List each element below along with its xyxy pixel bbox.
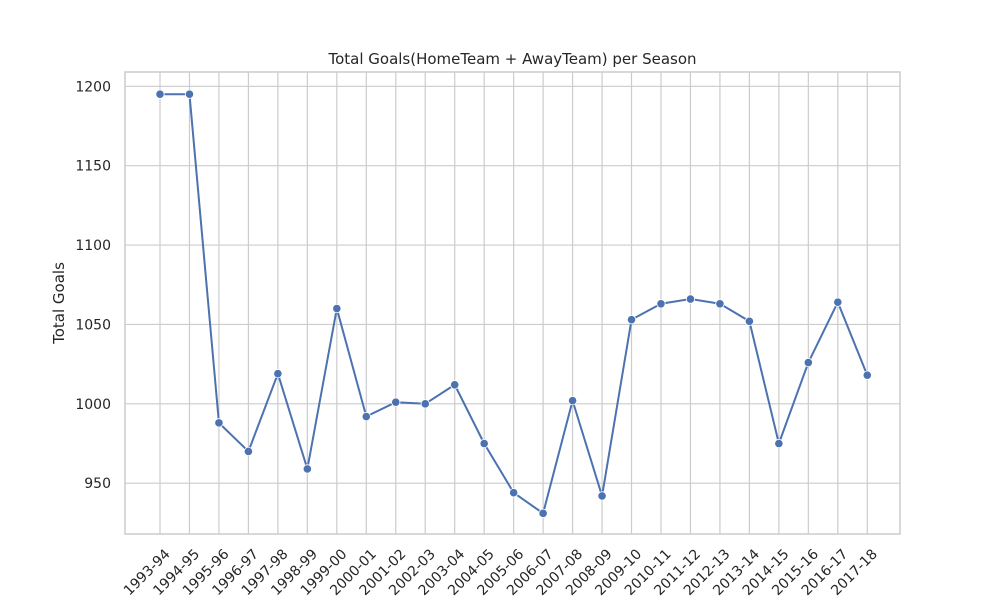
y-tick-label: 1050 xyxy=(75,317,111,333)
data-point xyxy=(214,418,224,428)
data-point xyxy=(803,357,813,368)
data-point xyxy=(155,89,165,99)
data-point xyxy=(509,488,519,498)
y-axis-ticks: 950 1000 1050 1100 1150 1200 xyxy=(75,79,111,492)
data-point xyxy=(862,370,872,380)
data-point xyxy=(685,294,696,304)
y-tick-label: 1200 xyxy=(75,79,111,95)
grid xyxy=(125,72,900,534)
data-point xyxy=(361,411,371,422)
y-tick-label: 1150 xyxy=(75,159,111,175)
x-axis-ticks: 1993-941994-951995-961996-971997-981998-… xyxy=(121,546,881,599)
data-point xyxy=(774,438,784,449)
data-point xyxy=(302,464,312,474)
data-point xyxy=(597,491,607,501)
y-axis-label: Total Goals xyxy=(50,262,68,345)
data-point xyxy=(656,299,666,309)
data-point xyxy=(626,315,637,325)
data-point xyxy=(479,438,489,449)
data-point xyxy=(567,396,578,406)
data-point xyxy=(391,397,401,407)
chart-title: Total Goals(HomeTeam + AwayTeam) per Sea… xyxy=(327,50,696,68)
data-point xyxy=(833,297,843,307)
data-point xyxy=(273,369,283,379)
plot-frame xyxy=(124,71,901,535)
y-tick-label: 1100 xyxy=(75,238,111,254)
data-point xyxy=(744,316,755,326)
data-point xyxy=(243,446,254,457)
data-point xyxy=(420,399,430,409)
data-point xyxy=(538,508,548,518)
y-tick-label: 950 xyxy=(84,476,111,492)
series-layer xyxy=(155,89,872,518)
y-tick-label: 1000 xyxy=(75,397,111,413)
data-point xyxy=(332,303,342,314)
data-point xyxy=(184,89,195,99)
data-point xyxy=(715,299,725,309)
data-point xyxy=(450,380,460,390)
